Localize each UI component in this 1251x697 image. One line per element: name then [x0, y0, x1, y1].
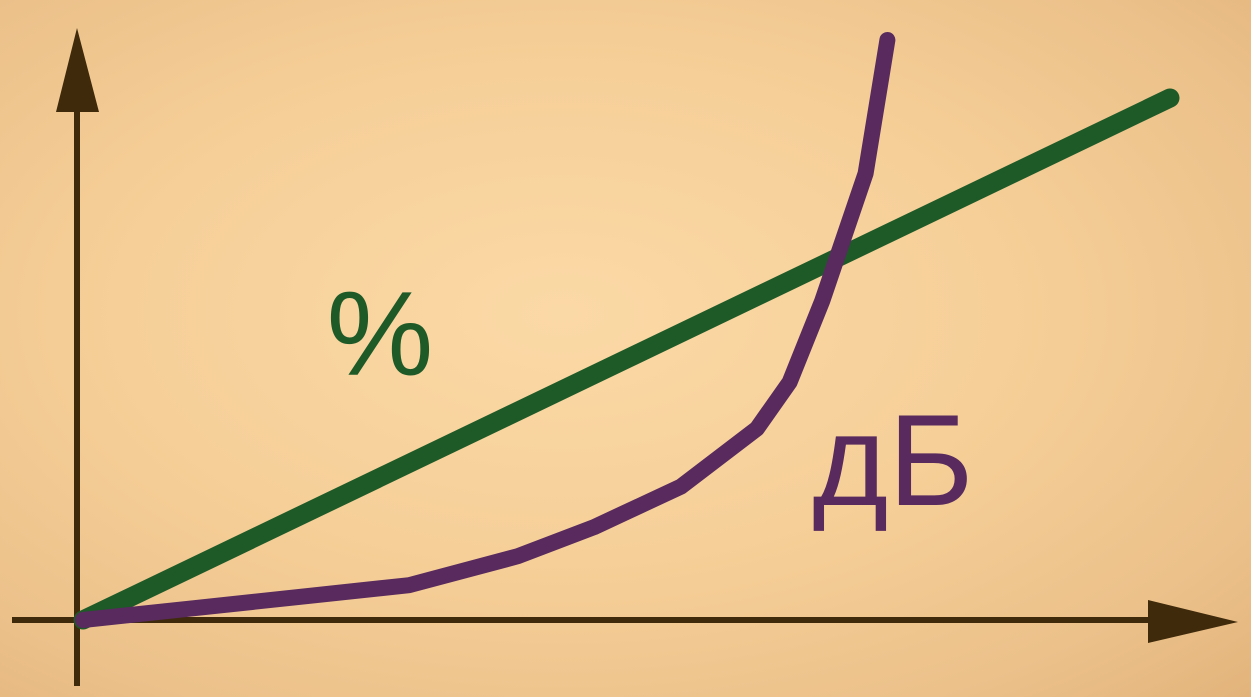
series-line-db: [75, 32, 896, 628]
axes: [12, 28, 1238, 686]
x-axis-arrowhead: [1148, 600, 1238, 643]
series-labels: % дБ: [327, 267, 974, 533]
series-layer: [73, 32, 1180, 630]
series-label-db: дБ: [812, 387, 973, 533]
series-label-percent: %: [327, 267, 434, 401]
y-axis-arrowhead: [56, 28, 99, 112]
series-line-percent: [73, 88, 1180, 630]
